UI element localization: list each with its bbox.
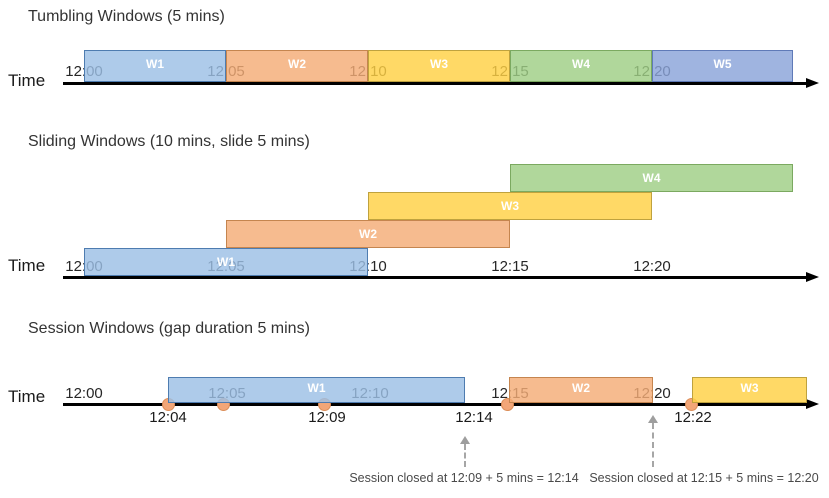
- session-closed-annotation-2: Session closed at 12:15 + 5 mins = 12:20: [589, 471, 819, 485]
- sliding-timeline: [63, 276, 808, 279]
- sliding-window-w2-label: W2: [359, 227, 377, 241]
- sliding-window-w3-label: W3: [501, 199, 519, 213]
- event-label-1214: 12:14: [455, 409, 493, 426]
- tumbling-window-w1-label: W1: [146, 57, 164, 71]
- sliding-window-w4-label: W4: [642, 171, 661, 185]
- sliding-window-w3: W3: [368, 192, 652, 220]
- sliding-section-title: Sliding Windows (10 mins, slide 5 mins): [28, 133, 310, 150]
- session-window-w3-label: W3: [740, 381, 759, 395]
- tumbling-window-w3-label: W3: [430, 57, 448, 71]
- event-label-1222: 12:22: [674, 409, 712, 426]
- session-tick-1200: 12:00: [65, 385, 103, 402]
- session-close-arrow-2-icon: [648, 415, 658, 423]
- session-closed-annotation-1: Session closed at 12:09 + 5 mins = 12:14: [349, 471, 579, 485]
- session-timeline-arrowhead-icon: [806, 399, 819, 409]
- tumbling-window-w5-label: W5: [713, 57, 732, 71]
- tumbling-window-w4-label: W4: [572, 57, 590, 71]
- sliding-time-axis-label: Time: [8, 256, 46, 275]
- sliding-window-w2: W2: [226, 220, 510, 248]
- tumbling-time-axis-label: Time: [8, 71, 46, 90]
- session-close-arrow-1-line: [464, 444, 466, 467]
- sliding-tick-1220: 12:20: [633, 258, 671, 275]
- tumbling-timeline: [63, 82, 808, 85]
- tumbling-window-w2-label: W2: [288, 57, 306, 71]
- session-close-arrow-2-line: [652, 423, 654, 467]
- sliding-window-w4: W4: [510, 164, 793, 192]
- sliding-timeline-arrowhead-icon: [806, 272, 819, 282]
- tumbling-window-w1: W1: [84, 50, 226, 82]
- sliding-window-w1: W1: [84, 248, 368, 276]
- tumbling-window-w2: W2: [226, 50, 368, 82]
- session-window-w2: W2: [509, 377, 653, 403]
- tumbling-window-w4: W4: [510, 50, 652, 82]
- tumbling-section-title: Tumbling Windows (5 mins): [28, 8, 225, 25]
- tumbling-timeline-arrowhead-icon: [806, 78, 819, 88]
- session-window-w1-label: W1: [307, 381, 326, 395]
- event-label-1209: 12:09: [308, 409, 346, 426]
- event-label-1204: 12:04: [149, 409, 187, 426]
- sliding-window-w1-label: W1: [217, 255, 235, 269]
- tumbling-window-w5: W5: [652, 50, 793, 82]
- session-timeline: [63, 403, 808, 406]
- session-close-arrow-1-icon: [460, 436, 470, 444]
- sliding-tick-1215: 12:15: [491, 258, 529, 275]
- session-section-title: Session Windows (gap duration 5 mins): [28, 320, 310, 337]
- session-window-w1: W1: [168, 377, 465, 403]
- tumbling-window-w3: W3: [368, 50, 510, 82]
- session-window-w2-label: W2: [572, 381, 590, 395]
- session-time-axis-label: Time: [8, 387, 46, 406]
- session-window-w3: W3: [692, 377, 807, 403]
